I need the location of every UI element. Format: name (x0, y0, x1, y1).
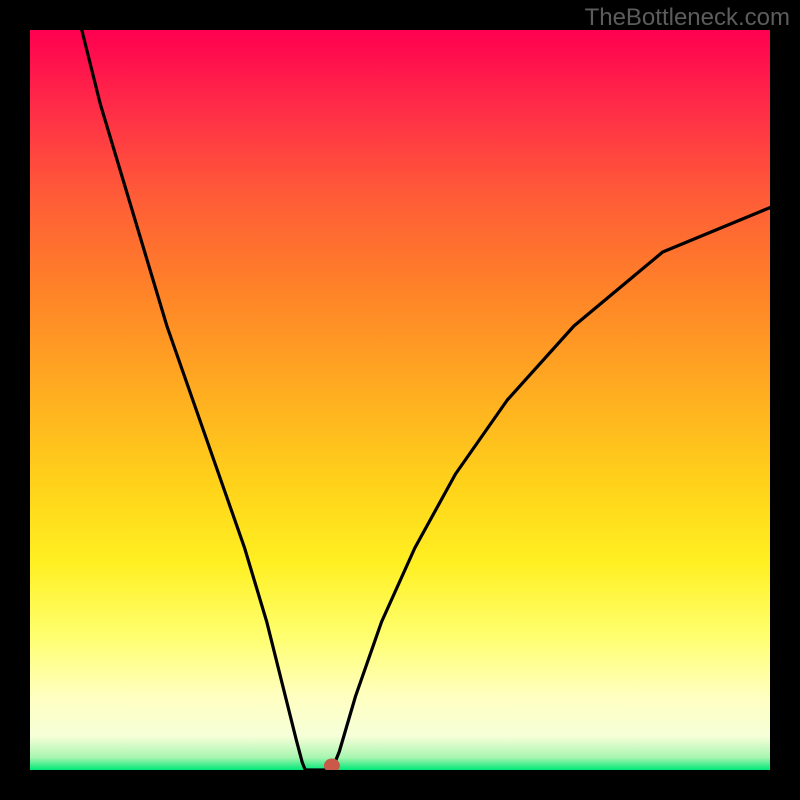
watermark-text: TheBottleneck.com (585, 4, 790, 32)
plot-svg (30, 30, 770, 770)
plot-area (30, 30, 770, 770)
chart-container: TheBottleneck.com (0, 0, 800, 800)
gradient-background (30, 30, 770, 770)
